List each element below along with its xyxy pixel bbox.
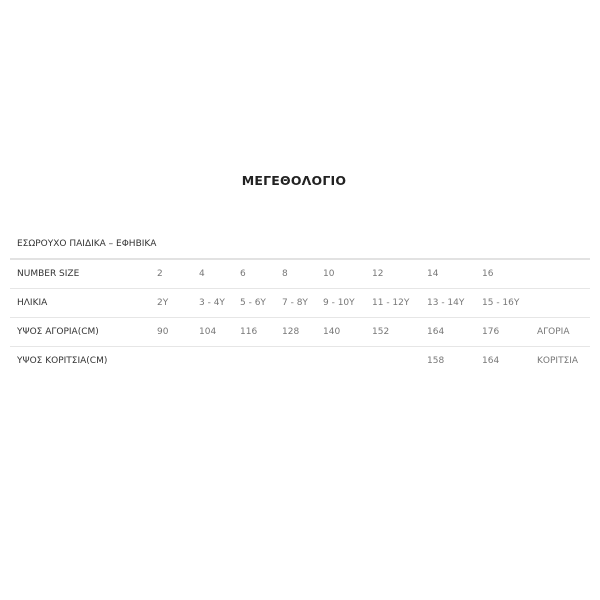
table-caption: ΕΣΩΡΟΥΧΟ ΠΑΙΔΙΚΑ – ΕΦΗΒΙΚΑ bbox=[17, 239, 157, 249]
table-cell: 12 bbox=[372, 269, 384, 279]
table-cell: 3 - 4Y bbox=[199, 298, 225, 308]
table-cell: 5 - 6Y bbox=[240, 298, 266, 308]
table-cell: 9 - 10Y bbox=[323, 298, 355, 308]
table-cell: 104 bbox=[199, 327, 217, 337]
table-cell: 2Y bbox=[157, 298, 169, 308]
table-cell: 164 bbox=[482, 356, 500, 366]
table-cell: 152 bbox=[372, 327, 390, 337]
row-label: NUMBER SIZE bbox=[17, 269, 80, 279]
table-cell: 90 bbox=[157, 327, 169, 337]
table-cell: 6 bbox=[240, 269, 246, 279]
table-cell: 14 bbox=[427, 269, 439, 279]
table-cell: 10 bbox=[323, 269, 335, 279]
table-cell: 2 bbox=[157, 269, 163, 279]
row-label: ΗΛΙΚΙΑ bbox=[17, 298, 48, 308]
table-cell: 16 bbox=[482, 269, 494, 279]
table-cell: 11 - 12Y bbox=[372, 298, 410, 308]
table-row: NUMBER SIZE 2 4 6 8 10 12 14 16 bbox=[10, 258, 590, 288]
table-cell: 15 - 16Y bbox=[482, 298, 520, 308]
table-row: ΥΨΟΣ ΚΟΡΙΤΣΙΑ(CM) 158 164 ΚΟΡΙΤΣΙΑ bbox=[10, 346, 590, 375]
page-title: ΜΕΓΕΘΟΛΟΓΙΟ bbox=[241, 173, 347, 188]
table-row: ΥΨΟΣ ΑΓΟΡΙΑ(CM) 90 104 116 128 140 152 164 176 ΑΓ… bbox=[10, 317, 590, 346]
row-label: ΥΨΟΣ ΑΓΟΡΙΑ(CM) bbox=[17, 327, 99, 337]
size-chart-table: NUMBER SIZE 2 4 6 8 10 12 14 16 ΗΛΙΚΙΑ 2Y 3 - 4Y 5 -… bbox=[10, 258, 590, 375]
table-cell: 116 bbox=[240, 327, 258, 337]
table-cell: 140 bbox=[323, 327, 341, 337]
table-cell: 176 bbox=[482, 327, 500, 337]
table-cell: 8 bbox=[282, 269, 288, 279]
table-cell: 128 bbox=[282, 327, 300, 337]
table-cell: ΚΟΡΙΤΣΙΑ bbox=[537, 356, 579, 366]
row-label: ΥΨΟΣ ΚΟΡΙΤΣΙΑ(CM) bbox=[17, 356, 108, 366]
table-cell: 13 - 14Y bbox=[427, 298, 465, 308]
table-cell: 164 bbox=[427, 327, 445, 337]
table-row: ΗΛΙΚΙΑ 2Y 3 - 4Y 5 - 6Y 7 - 8Y 9 - 10Y 11 - 12… bbox=[10, 288, 590, 317]
table-cell: 158 bbox=[427, 356, 445, 366]
table-cell: 7 - 8Y bbox=[282, 298, 308, 308]
table-cell: 4 bbox=[199, 269, 205, 279]
table-cell: ΑΓΟΡΙΑ bbox=[537, 327, 570, 337]
